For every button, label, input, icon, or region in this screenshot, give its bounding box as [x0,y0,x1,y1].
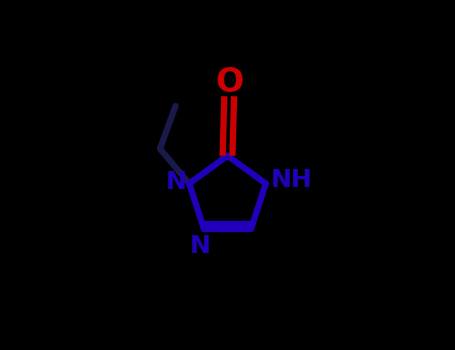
Text: O: O [215,66,243,99]
Text: N: N [190,234,211,258]
Text: NH: NH [271,168,313,192]
Text: N: N [166,170,187,194]
